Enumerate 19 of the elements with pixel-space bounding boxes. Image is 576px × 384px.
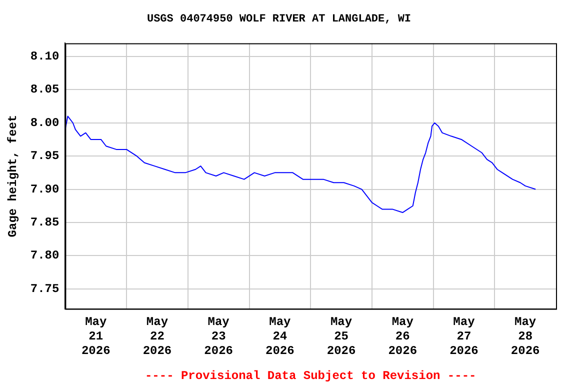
y-tick-label: 7.95 — [30, 149, 60, 164]
x-tick-label: May 25 2026 — [326, 315, 356, 358]
y-tick-label: 7.85 — [30, 215, 60, 230]
y-tick-label: 7.80 — [30, 248, 60, 263]
x-tick-label: May 21 2026 — [81, 315, 110, 358]
x-tick-label: May 27 2026 — [450, 315, 478, 358]
y-tick-label: 8.00 — [30, 116, 60, 130]
y-tick-label: 8.10 — [30, 49, 60, 64]
x-tick-label: May 26 2026 — [388, 315, 418, 358]
chart-title: USGS 04074950 WOLF RIVER AT LANGLADE, WI — [146, 13, 412, 26]
x-tick-label: May 22 2026 — [142, 315, 172, 358]
y-axis-title: Gage height, feet — [6, 114, 20, 238]
x-tick-label: May 24 2026 — [266, 315, 294, 358]
y-tick-label: 8.05 — [30, 82, 60, 97]
x-tick-label: May 23 2026 — [204, 315, 233, 358]
x-tick-label: May 28 2026 — [510, 315, 540, 358]
y-tick-label: 7.90 — [30, 182, 60, 196]
y-tick-label: 7.75 — [30, 282, 60, 296]
text: ---- Provisional Data Subject to Revision ---- — [144, 369, 476, 384]
